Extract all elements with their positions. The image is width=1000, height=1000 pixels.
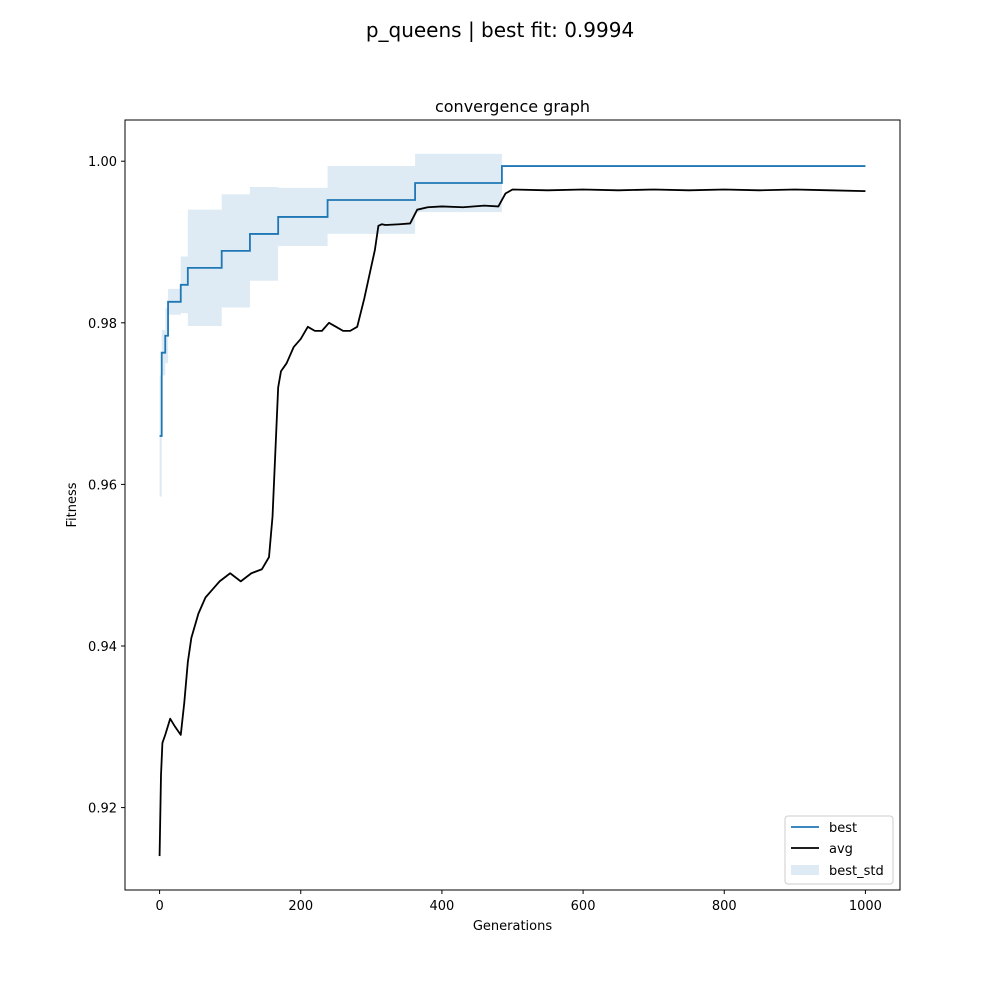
legend-best-std-label: best_std: [829, 864, 884, 879]
figure-suptitle: p_queens | best fit: 0.9994: [366, 18, 634, 42]
legend-avg-label: avg: [829, 842, 853, 857]
x-axis: 0 200 400 600 800 1000: [155, 890, 882, 914]
x-tick-label: 1000: [849, 899, 882, 914]
x-tick-label: 200: [288, 899, 313, 914]
legend-best-label: best: [829, 821, 857, 836]
y-tick-label: 0.98: [88, 317, 117, 332]
axes-frame: [124, 119, 901, 891]
avg-series-line: [158, 188, 866, 857]
y-tick-label: 0.92: [88, 802, 117, 817]
best-std-band: [159, 153, 866, 497]
chart-title: convergence graph: [435, 97, 590, 116]
y-tick-label: 1.00: [88, 155, 117, 170]
y-axis: 0.92 0.94 0.96 0.98 1.00: [88, 155, 125, 817]
y-tick-label: 0.94: [88, 640, 117, 655]
x-tick-label: 400: [430, 899, 455, 914]
legend: best avg best_std: [784, 815, 894, 885]
x-axis-label: Generations: [473, 919, 553, 934]
x-tick-label: 600: [571, 899, 596, 914]
y-tick-label: 0.96: [88, 478, 117, 493]
best-series-line: [159, 165, 866, 437]
legend-box: [784, 815, 894, 885]
legend-best-std-swatch: [791, 865, 819, 875]
y-axis-label: Fitness: [65, 482, 80, 527]
x-tick-label: 0: [155, 899, 163, 914]
x-tick-label: 800: [712, 899, 737, 914]
plot-area: [158, 153, 866, 857]
